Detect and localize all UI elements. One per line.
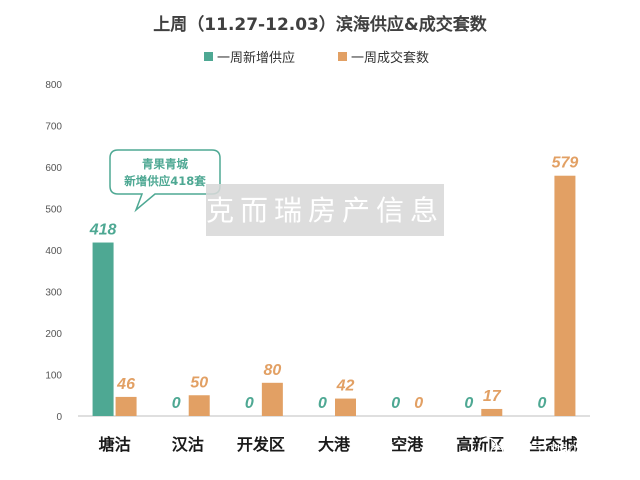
- x-tick-label: 汉沽: [172, 435, 204, 454]
- wechat-icon: [478, 437, 498, 457]
- y-tick-label: 0: [56, 412, 62, 423]
- callout-line-1: 青果青城: [142, 157, 188, 171]
- y-tick-label: 600: [45, 163, 62, 174]
- watermark-text: 克而瑞房产信息: [206, 194, 444, 227]
- data-label: 0: [464, 395, 473, 412]
- data-label: 50: [190, 374, 208, 391]
- data-label: 46: [116, 376, 135, 393]
- data-label: 418: [89, 222, 117, 239]
- bar: [335, 398, 356, 416]
- watermark: 克而瑞房产信息: [206, 184, 444, 236]
- data-label: 0: [318, 395, 327, 412]
- data-label: 0: [537, 395, 546, 412]
- legend-swatch-supply: [204, 52, 213, 61]
- data-label: 579: [552, 155, 579, 172]
- chart-title: 上周（11.27-12.03）滨海供应&成交套数: [153, 14, 487, 35]
- brand-text: 微信号: tianjinzu: [504, 441, 607, 456]
- bar: [92, 242, 114, 416]
- callout-line-2: 新增供应418套: [124, 174, 206, 188]
- data-label: 0: [245, 395, 254, 412]
- callout: 青果青城 新增供应418套: [109, 149, 221, 213]
- bar: [481, 408, 503, 416]
- data-label: 17: [483, 388, 502, 405]
- legend-label-supply: 一周新增供应: [217, 50, 295, 66]
- bars: [92, 175, 576, 416]
- x-tick-label: 大港: [318, 435, 351, 454]
- legend-label-sales: 一周成交套数: [351, 50, 429, 66]
- y-tick-label: 400: [45, 246, 62, 257]
- callout-bubble: [109, 149, 221, 213]
- x-tick-label: 生态城: [529, 435, 577, 454]
- data-label: 80: [263, 362, 281, 379]
- data-label: 0: [414, 395, 423, 412]
- watermark-box: [206, 184, 444, 236]
- y-tick-label: 800: [45, 80, 62, 91]
- bar: [554, 175, 576, 416]
- data-label: 42: [336, 378, 355, 395]
- x-tick-label: 开发区: [237, 435, 285, 454]
- legend: 一周新增供应 一周成交套数: [204, 50, 429, 66]
- y-tick-label: 700: [45, 122, 62, 133]
- x-tick-label: 塘沽: [99, 435, 131, 454]
- y-tick-label: 100: [45, 371, 62, 382]
- data-label: 0: [391, 395, 400, 412]
- x-axis: 塘沽 汉沽 开发区 大港 空港 高新区 生态城: [99, 435, 578, 454]
- bar: [115, 396, 137, 416]
- bar: [261, 382, 283, 416]
- x-tick-label: 空港: [391, 435, 424, 454]
- data-label: 0: [172, 395, 181, 412]
- legend-swatch-sales: [338, 52, 347, 61]
- y-axis: 0 100 200 300 400 500 600 700 800: [45, 80, 62, 423]
- y-tick-label: 300: [45, 288, 62, 299]
- y-tick-label: 200: [45, 329, 62, 340]
- bar: [188, 395, 210, 416]
- y-tick-label: 500: [45, 205, 62, 216]
- brand-overlay: 微信号: tianjinzu: [478, 437, 607, 459]
- wechat-icon-secondary: [490, 445, 504, 459]
